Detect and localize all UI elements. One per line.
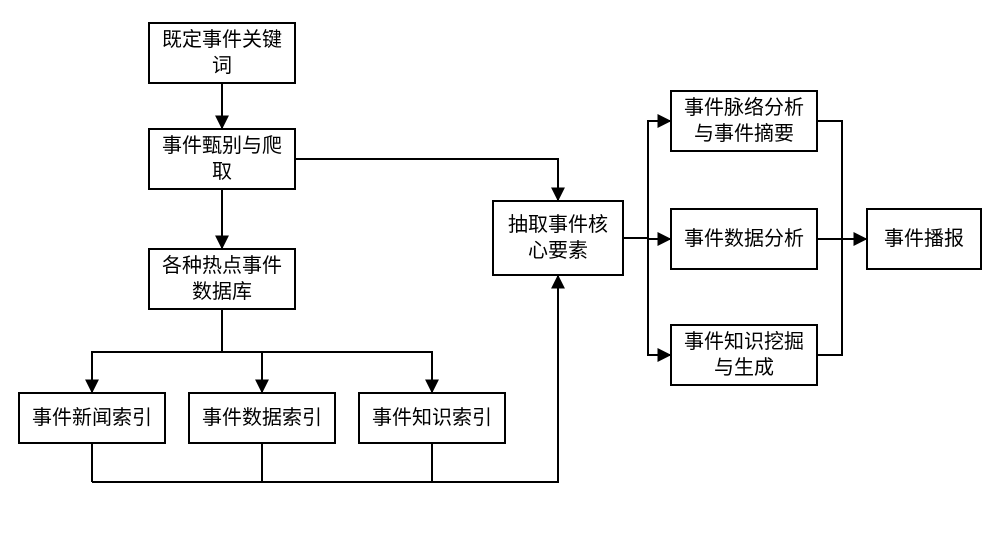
edge bbox=[648, 238, 670, 239]
node-n6: 事件知识索引 bbox=[358, 392, 506, 444]
node-n4: 事件新闻索引 bbox=[18, 392, 166, 444]
node-label: 事件播报 bbox=[884, 226, 964, 252]
node-n8: 事件脉络分析与事件摘要 bbox=[670, 90, 818, 152]
edge bbox=[92, 352, 222, 392]
flowchart-canvas: 既定事件关键词事件甄别与爬取各种热点事件数据库事件新闻索引 事件数据索引 事件知识索… bbox=[0, 0, 1000, 556]
node-label: 事件数据分析 bbox=[684, 226, 804, 252]
node-label: 各种热点事件数据库 bbox=[156, 253, 288, 305]
edge bbox=[222, 352, 262, 392]
edge bbox=[818, 239, 842, 355]
edge bbox=[222, 352, 432, 392]
node-n2: 事件甄别与爬取 bbox=[148, 128, 296, 190]
node-label: 事件知识索引 bbox=[372, 405, 492, 431]
node-n1: 既定事件关键词 bbox=[148, 22, 296, 84]
edge bbox=[648, 121, 670, 238]
node-n5: 事件数据索引 bbox=[188, 392, 336, 444]
node-n10: 事件知识挖掘与生成 bbox=[670, 324, 818, 386]
node-label: 事件新闻索引 bbox=[32, 405, 152, 431]
node-label: 事件知识挖掘与生成 bbox=[678, 329, 810, 381]
node-label: 抽取事件核心要素 bbox=[500, 212, 616, 264]
node-label: 事件甄别与爬取 bbox=[156, 133, 288, 185]
node-n11: 事件播报 bbox=[866, 208, 982, 270]
edge bbox=[296, 159, 558, 200]
node-n9: 事件数据分析 bbox=[670, 208, 818, 270]
edge bbox=[818, 121, 842, 239]
node-label: 既定事件关键词 bbox=[156, 27, 288, 79]
node-n7: 抽取事件核心要素 bbox=[492, 200, 624, 276]
node-n3: 各种热点事件数据库 bbox=[148, 248, 296, 310]
edge bbox=[648, 238, 670, 355]
node-label: 事件脉络分析与事件摘要 bbox=[678, 95, 810, 147]
node-label: 事件数据索引 bbox=[202, 405, 322, 431]
